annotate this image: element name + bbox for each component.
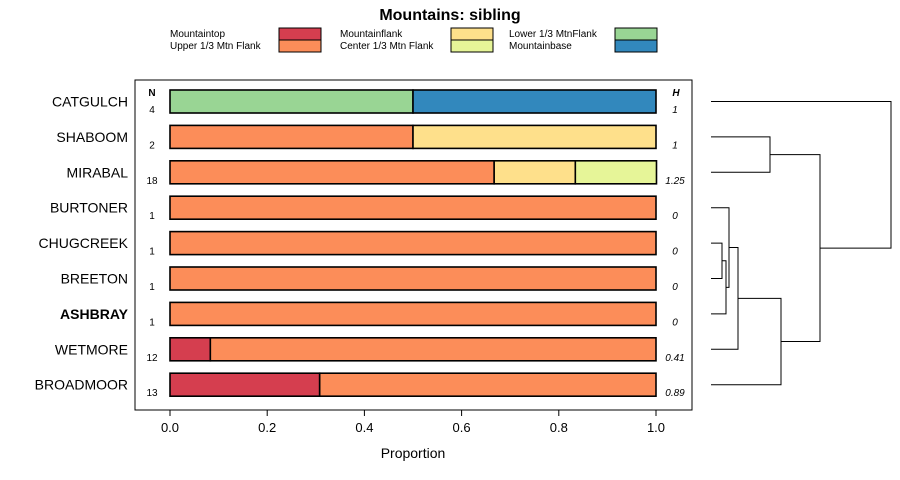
row-label-mirabal: MIRABAL xyxy=(67,164,129,180)
h-label-ashbray: 0 xyxy=(672,317,678,328)
row-labels: CATGULCH SHABOOM MIRABAL BURTONER CHUGCREEK B… xyxy=(35,94,129,393)
legend-swatch-upper-1-3-mtn-flank xyxy=(278,39,322,53)
h-label-catgulch: 1 xyxy=(672,105,678,116)
x-tick-label-0-2: 0.2 xyxy=(258,420,276,435)
n-column-header: N xyxy=(148,88,155,99)
n-label-ashbray: 1 xyxy=(149,317,155,328)
bar-wetmore-upper-1-3-mtn-flank xyxy=(209,336,657,362)
bar-catgulch-mountainbase xyxy=(412,89,657,114)
x-tick-label-0-0: 0.0 xyxy=(161,420,179,435)
n-label-wetmore: 12 xyxy=(146,353,158,364)
n-label-mirabal: 18 xyxy=(146,176,158,187)
n-label-shaboom: 2 xyxy=(149,140,155,151)
row-label-burtoner: BURTONER xyxy=(50,200,128,216)
x-axis-label: Proportion xyxy=(381,445,446,461)
dendro-merge-wetmore xyxy=(711,247,739,350)
bar-mirabal-center-1-3-mtn-flank xyxy=(574,160,658,185)
x-tick-label-0-8: 0.8 xyxy=(550,420,568,435)
dendro-merge-broadmoor xyxy=(711,297,782,386)
row-label-catgulch: CATGULCH xyxy=(52,94,128,110)
bar-wetmore-mountaintop xyxy=(169,336,212,362)
bar-catgulch-lower-1-3-mtnflank xyxy=(169,89,414,114)
bars-group xyxy=(169,89,658,398)
n-label-broadmoor: 13 xyxy=(146,388,158,399)
legend-swatch-mountainbase xyxy=(614,39,658,53)
bar-broadmoor-mountaintop xyxy=(169,372,321,398)
bar-mirabal-upper-1-3-mtn-flank xyxy=(169,160,495,185)
h-label-wetmore: 0.41 xyxy=(665,353,684,364)
plot-frame xyxy=(134,79,693,411)
bar-chugcreek-upper-1-3-mtn-flank xyxy=(169,230,657,256)
dendro-merge-shaboom-mirabal xyxy=(711,136,771,173)
legend-swatch-center-1-3-mtn-flank xyxy=(450,39,494,53)
legend-label-mountaintop: Mountaintop xyxy=(170,29,225,40)
bar-breeton-upper-1-3-mtn-flank xyxy=(169,266,657,291)
row-label-broadmoor: BROADMOOR xyxy=(35,377,128,393)
bar-burtoner-upper-1-3-mtn-flank xyxy=(169,195,657,220)
legend-label-mountainflank: Mountainflank xyxy=(340,29,403,40)
x-axis: 0.0 0.2 0.4 0.6 0.8 1.0 xyxy=(161,410,665,435)
h-label-breeton: 0 xyxy=(672,282,678,293)
x-tick-label-0-6: 0.6 xyxy=(453,420,471,435)
dendro-merge-chugcreek-breeton xyxy=(711,242,723,279)
legend-label-upper-1-3-mtn-flank: Upper 1/3 Mtn Flank xyxy=(170,41,262,52)
h-label-burtoner: 0 xyxy=(672,211,678,222)
n-label-chugcreek: 1 xyxy=(149,247,155,258)
legend-swatch-mountainflank xyxy=(450,27,494,41)
n-label-breeton: 1 xyxy=(149,282,155,293)
n-label-catgulch: 4 xyxy=(149,105,155,116)
bar-shaboom-upper-1-3-mtn-flank xyxy=(169,124,414,150)
bar-shaboom-mountainflank xyxy=(412,124,657,150)
h-label-shaboom: 1 xyxy=(672,140,678,151)
x-tick-label-1-0: 1.0 xyxy=(647,420,665,435)
n-label-burtoner: 1 xyxy=(149,211,155,222)
row-label-shaboom: SHABOOM xyxy=(56,129,128,145)
h-label-broadmoor: 0.89 xyxy=(665,388,685,399)
h-label-chugcreek: 0 xyxy=(672,247,678,258)
dendro-root xyxy=(711,101,892,249)
row-label-breeton: BREETON xyxy=(61,271,128,287)
legend-swatch-mountaintop xyxy=(278,27,322,41)
bar-ashbray-upper-1-3-mtn-flank xyxy=(169,301,657,327)
x-tick-label-0-4: 0.4 xyxy=(355,420,373,435)
h-column-header: H xyxy=(672,88,680,99)
bar-broadmoor-upper-1-3-mtn-flank xyxy=(318,372,657,398)
row-label-wetmore: WETMORE xyxy=(55,341,128,357)
chart-title: Mountains: sibling xyxy=(379,7,520,24)
row-label-ashbray: ASHBRAY xyxy=(60,306,129,322)
bar-mirabal-mountainflank xyxy=(493,160,577,185)
dendro-merge-middle xyxy=(770,154,821,343)
h-label-mirabal: 1.25 xyxy=(665,176,685,187)
h-labels: 1 1 1.25 0 0 0 0 0.41 0.89 xyxy=(665,105,685,399)
dendrogram xyxy=(711,101,892,386)
legend-swatch-lower-1-3-mtnflank xyxy=(614,27,658,41)
row-label-chugcreek: CHUGCREEK xyxy=(39,235,129,251)
legend-label-lower-1-3-mtnflank: Lower 1/3 MtnFlank xyxy=(509,29,598,40)
legend-label-center-1-3-mtn-flank: Center 1/3 Mtn Flank xyxy=(340,41,434,52)
dendro-merge-ashbray xyxy=(711,260,727,315)
legend-label-mountainbase: Mountainbase xyxy=(509,41,572,52)
